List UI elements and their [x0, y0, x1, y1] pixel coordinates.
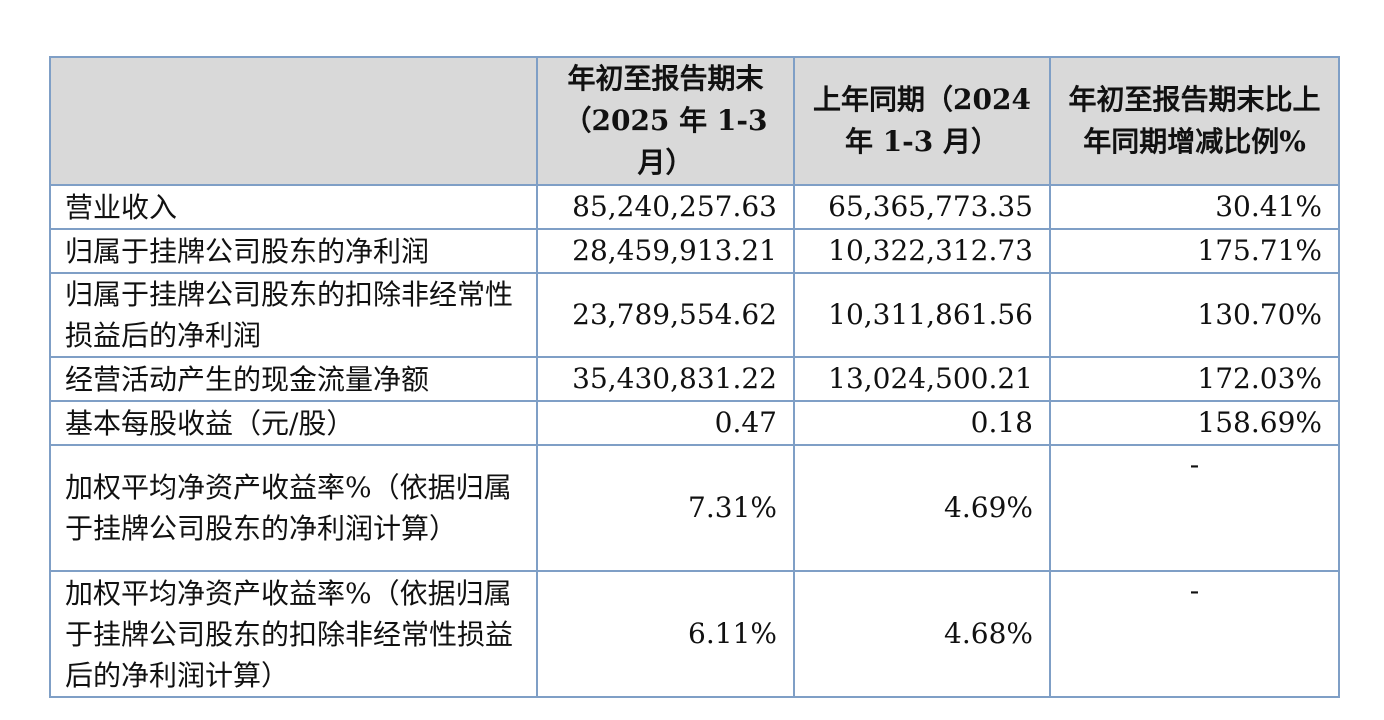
financial-summary-table-wrapper: 年初至报告期末（2025 年 1-3 月） 上年同期（2024 年 1-3 月）…	[49, 56, 1340, 698]
current-period-value: 85,240,257.63	[536, 184, 795, 230]
row-label: 加权平均净资产收益率%（依据归属于挂牌公司股东的扣除非经常性损益后的净利润计算）	[49, 570, 538, 698]
table-row: 基本每股收益（元/股） 0.47 0.18 158.69%	[49, 400, 1340, 446]
current-period-value: 0.47	[536, 400, 795, 446]
row-label: 营业收入	[49, 184, 538, 230]
table-row: 经营活动产生的现金流量净额 35,430,831.22 13,024,500.2…	[49, 356, 1340, 402]
row-label: 归属于挂牌公司股东的扣除非经常性损益后的净利润	[49, 272, 538, 358]
table-body: 营业收入 85,240,257.63 65,365,773.35 30.41% …	[49, 184, 1340, 698]
prior-period-value: 10,322,312.73	[793, 228, 1051, 274]
prior-period-value: 4.68%	[793, 570, 1051, 698]
change-ratio-value: -	[1049, 570, 1340, 698]
change-ratio-value: 172.03%	[1049, 356, 1340, 402]
row-label: 经营活动产生的现金流量净额	[49, 356, 538, 402]
current-period-value: 35,430,831.22	[536, 356, 795, 402]
financial-summary-table: 年初至报告期末（2025 年 1-3 月） 上年同期（2024 年 1-3 月）…	[49, 56, 1340, 698]
current-period-value: 23,789,554.62	[536, 272, 795, 358]
row-label: 归属于挂牌公司股东的净利润	[49, 228, 538, 274]
table-row: 加权平均净资产收益率%（依据归属于挂牌公司股东的净利润计算） 7.31% 4.6…	[49, 444, 1340, 572]
prior-period-value: 0.18	[793, 400, 1051, 446]
header-cell-change-ratio: 年初至报告期末比上年同期增减比例%	[1049, 56, 1340, 186]
header-cell-label	[49, 56, 538, 186]
change-ratio-value: 158.69%	[1049, 400, 1340, 446]
prior-period-value: 65,365,773.35	[793, 184, 1051, 230]
prior-period-value: 4.69%	[793, 444, 1051, 572]
current-period-value: 7.31%	[536, 444, 795, 572]
table-row: 归属于挂牌公司股东的扣除非经常性损益后的净利润 23,789,554.62 10…	[49, 272, 1340, 358]
current-period-value: 28,459,913.21	[536, 228, 795, 274]
header-cell-prior-period: 上年同期（2024 年 1-3 月）	[793, 56, 1051, 186]
table-row: 归属于挂牌公司股东的净利润 28,459,913.21 10,322,312.7…	[49, 228, 1340, 274]
change-ratio-value: -	[1049, 444, 1340, 572]
prior-period-value: 10,311,861.56	[793, 272, 1051, 358]
change-ratio-value: 130.70%	[1049, 272, 1340, 358]
row-label: 基本每股收益（元/股）	[49, 400, 538, 446]
header-cell-current-period: 年初至报告期末（2025 年 1-3 月）	[536, 56, 795, 186]
prior-period-value: 13,024,500.21	[793, 356, 1051, 402]
header-row: 年初至报告期末（2025 年 1-3 月） 上年同期（2024 年 1-3 月）…	[49, 56, 1340, 186]
change-ratio-value: 30.41%	[1049, 184, 1340, 230]
table-row: 加权平均净资产收益率%（依据归属于挂牌公司股东的扣除非经常性损益后的净利润计算）…	[49, 570, 1340, 698]
table-row: 营业收入 85,240,257.63 65,365,773.35 30.41%	[49, 184, 1340, 230]
table-header: 年初至报告期末（2025 年 1-3 月） 上年同期（2024 年 1-3 月）…	[49, 56, 1340, 186]
current-period-value: 6.11%	[536, 570, 795, 698]
row-label: 加权平均净资产收益率%（依据归属于挂牌公司股东的净利润计算）	[49, 444, 538, 572]
change-ratio-value: 175.71%	[1049, 228, 1340, 274]
